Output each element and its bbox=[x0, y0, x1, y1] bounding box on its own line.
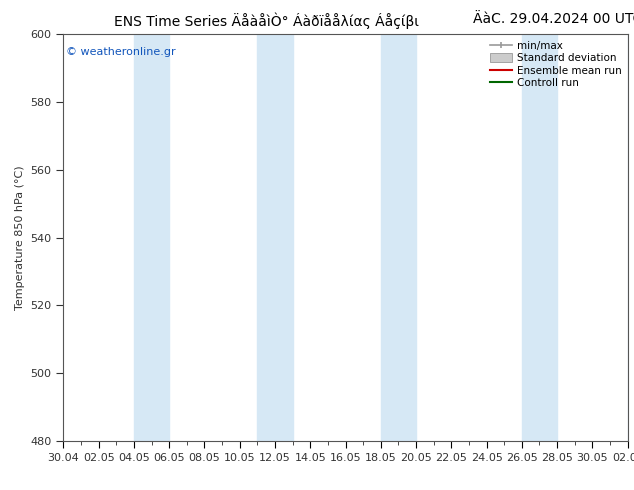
Legend: min/max, Standard deviation, Ensemble mean run, Controll run: min/max, Standard deviation, Ensemble me… bbox=[486, 36, 626, 93]
Text: ÄàϹ. 29.04.2024 00 UTC: ÄàϹ. 29.04.2024 00 UTC bbox=[473, 12, 634, 26]
Bar bbox=[522, 34, 557, 441]
Text: © weatheronline.gr: © weatheronline.gr bbox=[66, 47, 176, 56]
Bar bbox=[134, 34, 169, 441]
Y-axis label: Temperature 850 hPa (°C): Temperature 850 hPa (°C) bbox=[15, 165, 25, 310]
Bar bbox=[257, 34, 293, 441]
Text: ENS Time Series ÄåàåìÒ° Áàðïååλίας Áåçίβι: ENS Time Series ÄåàåìÒ° Áàðïååλίας Áåçίβ… bbox=[114, 12, 418, 29]
Bar bbox=[628, 34, 634, 441]
Bar bbox=[381, 34, 416, 441]
